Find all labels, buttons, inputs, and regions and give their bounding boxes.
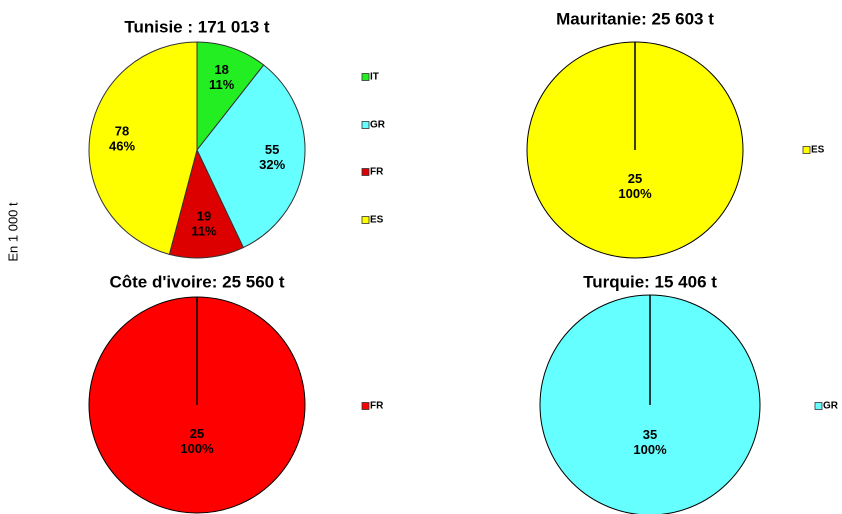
percent-label: 46% [109, 139, 135, 154]
data-label: 78 [115, 124, 129, 139]
chart-title: Turquie: 15 406 t [583, 272, 717, 291]
y-label: En 1 000 t [5, 202, 20, 262]
legend-swatch [802, 146, 811, 154]
data-label: 55 [265, 142, 279, 157]
legend-label: GR [823, 401, 839, 412]
legend-label: FR [370, 401, 384, 412]
legend-swatch [361, 168, 370, 176]
percent-label: 100% [180, 441, 214, 456]
legend-label: FR [370, 167, 384, 178]
percent-label: 100% [618, 186, 652, 201]
data-label: 19 [197, 209, 211, 224]
percent-label: 32% [259, 157, 285, 172]
data-label: 35 [643, 427, 657, 442]
legend-label: GR [370, 120, 386, 131]
legend-swatch [361, 402, 370, 410]
percent-label: 11% [191, 224, 217, 239]
chart-title: Côte d'ivoire: 25 560 t [109, 272, 284, 291]
pie-slice [168, 148, 245, 259]
legend-label: ES [811, 145, 825, 156]
legend-swatch [361, 73, 370, 81]
legend-label: ES [370, 215, 384, 226]
data-label: 18 [214, 62, 228, 77]
percent-label: 100% [633, 442, 667, 457]
legend-label: IT [370, 72, 379, 83]
pie-slice [196, 64, 306, 249]
chart-title: Tunisie : 171 013 t [124, 17, 270, 36]
chart-title: Mauritanie: 25 603 t [556, 9, 714, 28]
pie-slice [88, 41, 198, 256]
legend-swatch [361, 216, 370, 224]
legend-swatch [361, 121, 370, 129]
pie-slice [196, 41, 265, 152]
legend-swatch [814, 402, 823, 410]
data-label: 25 [190, 426, 204, 441]
percent-label: 11% [209, 77, 235, 92]
data-label: 25 [628, 171, 642, 186]
